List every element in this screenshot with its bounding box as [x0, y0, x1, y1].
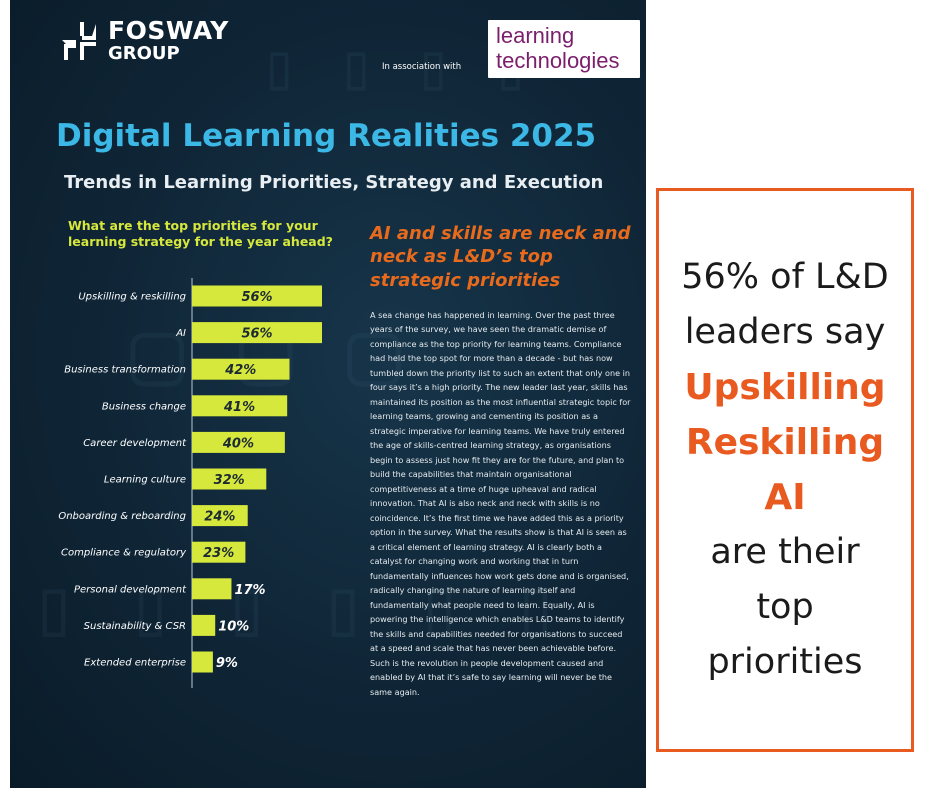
category-label: Upskilling & reskilling	[78, 292, 186, 303]
logo-subword: GROUP	[108, 43, 180, 64]
bar	[192, 285, 322, 307]
fosway-logo-mark	[62, 21, 96, 60]
category-label: Business change	[102, 401, 186, 412]
category-label: Personal development	[74, 584, 187, 595]
value-label: 56%	[241, 290, 272, 305]
category-label: Compliance & regulatory	[61, 548, 187, 559]
background-texture: ▢ ▢ ▢	[130, 300, 401, 405]
background-texture: ▯ ▯ ▯ ▯ ▯ ▯	[30, 560, 560, 653]
association-text: In association with	[382, 62, 462, 72]
value-label: 24%	[204, 510, 235, 525]
bar	[192, 614, 216, 636]
fosway-logo: FOSWAY GROUP	[60, 18, 229, 63]
value-label: 9%	[216, 656, 238, 671]
value-label: 56%	[241, 327, 272, 342]
callout-line: top	[756, 587, 814, 627]
page-title: Digital Learning Realities 2025	[56, 118, 597, 154]
category-label: Extended enterprise	[84, 658, 186, 669]
callout-highlight: AI	[764, 477, 806, 518]
category-label: AI	[175, 328, 186, 339]
article-body: A sea change has happened in learning. O…	[370, 310, 631, 697]
category-label: Onboarding & reboarding	[58, 511, 186, 522]
partner-logo-line1: learning	[496, 23, 575, 48]
chart-title: What are the top priorities for your lea…	[68, 218, 333, 250]
page-subtitle: Trends in Learning Priorities, Strategy …	[64, 172, 604, 193]
category-label: Learning culture	[104, 475, 186, 486]
value-label: 23%	[203, 546, 234, 561]
value-label: 41%	[223, 400, 255, 415]
bar	[192, 468, 267, 490]
bar	[192, 578, 232, 600]
category-label: Sustainability & CSR	[84, 621, 186, 632]
value-label: 17%	[234, 583, 265, 598]
infographic-panel: ▯ ▯ ▯ ▯ ▢ ▢ ▢ ▯ ▯ ▯ ▯ ▯ ▯ FOSWAY GROUP I…	[10, 0, 646, 788]
value-label: 42%	[224, 363, 256, 378]
bar	[192, 541, 246, 563]
bar	[192, 505, 248, 527]
background-texture: ▯ ▯ ▯ ▯	[260, 30, 530, 104]
bar	[192, 651, 213, 673]
callout-line: priorities	[707, 642, 863, 682]
callout-highlight: Upskilling	[684, 367, 886, 408]
callout-box: 56% of L&D leaders say Upskilling Reskil…	[656, 188, 914, 752]
bar	[192, 322, 322, 344]
callout-line: are their	[710, 532, 860, 572]
callout-line: leaders say	[684, 312, 886, 352]
article-headline: AI and skills are neck and neck as L&D’s…	[370, 223, 631, 291]
bar	[192, 431, 285, 453]
partner-logo: learning technologies	[488, 20, 640, 78]
partner-logo-line2: technologies	[496, 48, 620, 73]
priorities-bar-chart: Upskilling & reskilling 56% AI 56% Business …	[58, 278, 322, 688]
value-label: 40%	[222, 436, 254, 451]
value-label: 10%	[218, 619, 249, 634]
callout-highlight: Reskilling	[685, 422, 885, 463]
bar	[192, 358, 290, 380]
value-label: 32%	[214, 473, 245, 488]
category-label: Business transformation	[64, 365, 186, 376]
callout-line: 56% of L&D	[681, 257, 889, 297]
logo-wordmark: FOSWAY	[108, 16, 229, 45]
bar	[192, 395, 288, 417]
category-label: Career development	[83, 438, 187, 449]
